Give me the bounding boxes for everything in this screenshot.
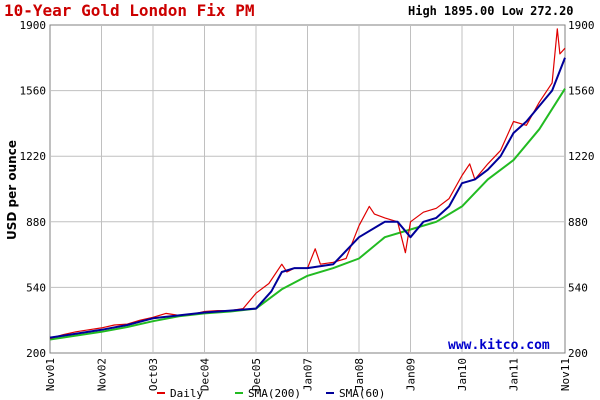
y-tick-label: 200 — [568, 347, 588, 360]
x-tick-label: Jan07 — [302, 358, 315, 391]
sma60-series-line — [49, 57, 566, 339]
y-tick-label: 540 — [568, 281, 588, 294]
y-tick-label: 1220 — [20, 150, 47, 163]
high-value: 1895.00 — [444, 4, 495, 18]
low-value: 272.20 — [530, 4, 573, 18]
y-tick-label: 1900 — [568, 19, 595, 32]
x-tick-label: Jan09 — [405, 358, 418, 391]
watermark-text: www.kitco.com — [448, 338, 550, 353]
y-tick-label: 1220 — [568, 150, 595, 163]
legend-label: Daily — [170, 387, 203, 400]
low-label: Low — [501, 4, 523, 18]
x-tick-label: Nov11 — [559, 358, 572, 391]
x-tick-label: Jan10 — [456, 358, 469, 391]
legend-item-daily: Daily — [157, 387, 203, 400]
x-tick-label: Dec04 — [199, 358, 212, 391]
legend-label: SMA(60) — [339, 387, 385, 400]
grid-lines — [50, 25, 565, 353]
chart-title: 10-Year Gold London Fix PM — [4, 1, 254, 20]
y-tick-label: 200 — [26, 347, 46, 360]
high-label: High — [408, 4, 437, 18]
y-tick-labels-left: 200 540 880 1220 1560 1900 — [20, 19, 47, 360]
y-tick-labels-right: 200 540 880 1220 1560 1900 — [568, 19, 595, 360]
legend-item-sma200: SMA(200) — [235, 387, 301, 400]
x-tick-label: Jan11 — [508, 358, 521, 391]
x-tick-label: Oct03 — [147, 358, 160, 391]
y-tick-label: 1560 — [568, 85, 595, 98]
y-axis-label: USD per ounce — [5, 140, 19, 240]
series-lines — [49, 28, 566, 341]
y-tick-label: 880 — [568, 216, 588, 229]
x-tick-label: Nov02 — [96, 358, 109, 391]
x-tick-label: Dec05 — [250, 358, 263, 391]
x-tick-label: Jan08 — [353, 358, 366, 391]
y-tick-label: 1560 — [20, 85, 47, 98]
x-tick-label: Nov01 — [44, 358, 57, 391]
y-tick-label: 540 — [26, 281, 46, 294]
legend-label: SMA(200) — [248, 387, 301, 400]
y-tick-label: 880 — [26, 216, 46, 229]
high-low-readout: High 1895.00 Low 272.20 — [408, 4, 574, 18]
y-tick-label: 1900 — [20, 19, 47, 32]
sma200-series-line — [49, 88, 566, 341]
legend: Daily SMA(200) SMA(60) — [157, 387, 385, 400]
x-tick-labels: Nov01 Nov02 Oct03 Dec04 Dec05 Jan07 Jan08 Jan09… — [44, 358, 572, 391]
daily-series-line — [49, 28, 566, 340]
legend-item-sma60: SMA(60) — [326, 387, 385, 400]
